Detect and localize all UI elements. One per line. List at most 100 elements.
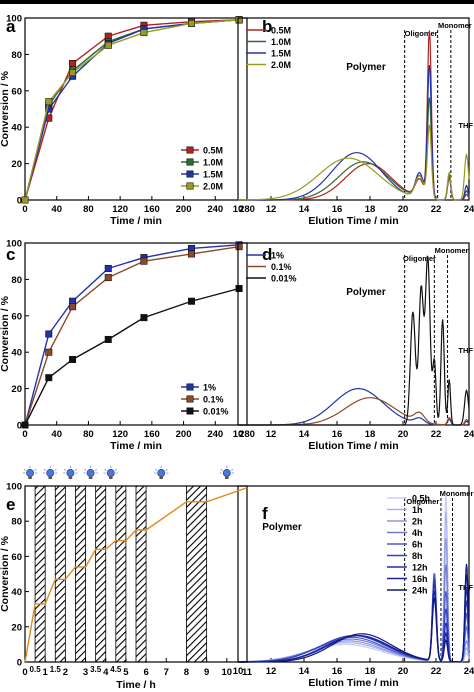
y-tick-label-c: 80	[11, 275, 22, 286]
y-tick-label-e: 20	[11, 622, 22, 633]
legend-label-b: 1.5M	[271, 49, 291, 59]
legend-label-a: 1.5M	[203, 170, 223, 180]
data-point-a-3	[69, 69, 77, 77]
y-tick-label-a: 20	[11, 159, 22, 170]
data-point-a-3	[188, 19, 196, 27]
y-tick-label-c: 40	[11, 348, 22, 359]
light-bulb-icon	[103, 465, 118, 479]
dark-interval-0	[34, 485, 46, 663]
light-bulb-ray	[114, 469, 118, 471]
x-tick-label-small-e: 3.5	[90, 665, 102, 674]
y-axis-label-a: Conversion / %	[0, 70, 11, 147]
legend-label-f: 6h	[412, 540, 423, 550]
x-tick-label-e: 1	[43, 667, 49, 678]
y-tick-label-e: 60	[11, 552, 22, 563]
light-bulb-ray	[43, 469, 47, 471]
x-tick-label-c: 200	[176, 429, 192, 440]
y-tick-label-e: 100	[6, 482, 22, 493]
data-point-c-1	[69, 303, 77, 311]
light-bulb-ray	[54, 469, 57, 471]
polymer-label-b: Polymer	[346, 62, 386, 73]
x-tick-label-f: 12	[266, 666, 277, 677]
legend-label-b: 0.5M	[271, 26, 291, 36]
legend-label-a: 2.0M	[203, 182, 223, 192]
x-tick-label-c: 240	[207, 429, 223, 440]
x-tick-label-d: 18	[365, 429, 376, 440]
x-tick-label-e: 9	[204, 667, 209, 678]
legend-marker-a	[186, 146, 194, 154]
dark-interval-1	[54, 485, 66, 663]
light-bulb-icon	[63, 465, 78, 479]
light-bulb-ray	[220, 469, 223, 471]
x-axis-label-f: Elution Time / min	[308, 677, 398, 689]
x-tick-label-b: 12	[266, 204, 277, 215]
y-tick-label-a: 80	[11, 50, 22, 61]
light-bulb-ray	[74, 469, 77, 471]
y-tick-label-c: 60	[11, 311, 22, 322]
conversion-line-e	[24, 487, 248, 663]
legend-label-f: 2h	[412, 517, 423, 527]
light-bulb-icon	[43, 465, 58, 479]
dark-interval-4	[115, 485, 127, 663]
x-tick-label-d: 16	[332, 429, 343, 440]
x-tick-label-a: 120	[112, 204, 128, 215]
x-tick-label-c: 160	[144, 429, 160, 440]
legend-label-d: 1%	[271, 251, 284, 261]
light-bulb-ray	[154, 469, 158, 471]
plot-frame-f	[237, 485, 470, 663]
data-point-a-3	[104, 41, 112, 49]
thf-label-b: THF	[458, 121, 473, 130]
legend-label-d: 0.1%	[271, 262, 292, 272]
polymer-label-d: Polymer	[346, 287, 386, 298]
x-tick-label-d: 24	[464, 429, 474, 440]
light-bulb-ray	[230, 469, 234, 471]
legend-label-f: 12h	[412, 563, 428, 573]
dark-interval-2	[75, 485, 86, 663]
data-point-c-1	[45, 348, 53, 356]
panel-letter-e: e	[6, 495, 15, 514]
legend-label-a: 1.0M	[203, 158, 223, 168]
x-tick-label-c: 120	[112, 429, 128, 440]
data-point-a-2	[45, 105, 53, 113]
legend-label-f: 4h	[412, 528, 423, 538]
x-tick-label-small-e: 1.5	[50, 665, 62, 674]
light-bulb-glass	[106, 469, 115, 477]
y-axis-label-e: Conversion / %	[0, 535, 11, 612]
x-tick-label-a: 0	[22, 204, 27, 215]
plot-frame-e	[24, 485, 248, 663]
x-tick-label-a: 200	[176, 204, 192, 215]
x-tick-label-e: 10	[222, 667, 233, 678]
plot-frame-c	[24, 242, 248, 426]
top-border-bar	[0, 0, 474, 4]
light-bulb-base	[88, 476, 93, 479]
x-tick-label-f: 22	[431, 666, 442, 677]
legend-label-f: 0.5h	[412, 494, 430, 504]
light-bulb-glass	[222, 469, 231, 477]
oligomer-label-d: Oligomer	[403, 254, 436, 263]
legend-label-b: 2.0M	[271, 60, 291, 70]
x-tick-label-d: 20	[398, 429, 409, 440]
y-tick-label-c: 0	[17, 421, 22, 432]
light-bulb-base	[68, 476, 73, 479]
y-tick-label-c: 20	[11, 384, 22, 395]
data-point-c-2	[235, 284, 243, 292]
x-tick-label-b: 10	[233, 204, 244, 215]
legend-label-a: 0.5M	[203, 146, 223, 156]
x-tick-label-e: 8	[184, 667, 189, 678]
light-bulb-ray	[23, 469, 26, 471]
x-tick-label-b: 20	[398, 204, 409, 215]
thf-label-d: THF	[458, 346, 473, 355]
legend-label-f: 8h	[412, 551, 423, 561]
x-tick-label-e: 2	[63, 667, 68, 678]
data-point-c-1	[188, 250, 196, 258]
data-point-c-1	[235, 243, 243, 251]
dark-interval-5	[135, 485, 147, 663]
x-tick-label-f: 24	[464, 666, 474, 677]
x-tick-label-f: 16	[332, 666, 343, 677]
y-axis-label-c: Conversion / %	[0, 295, 11, 372]
light-bulb-base	[159, 476, 164, 479]
y-tick-label-e: 0	[17, 658, 22, 669]
y-tick-label-e: 80	[11, 517, 22, 528]
light-bulb-icon	[219, 465, 235, 479]
